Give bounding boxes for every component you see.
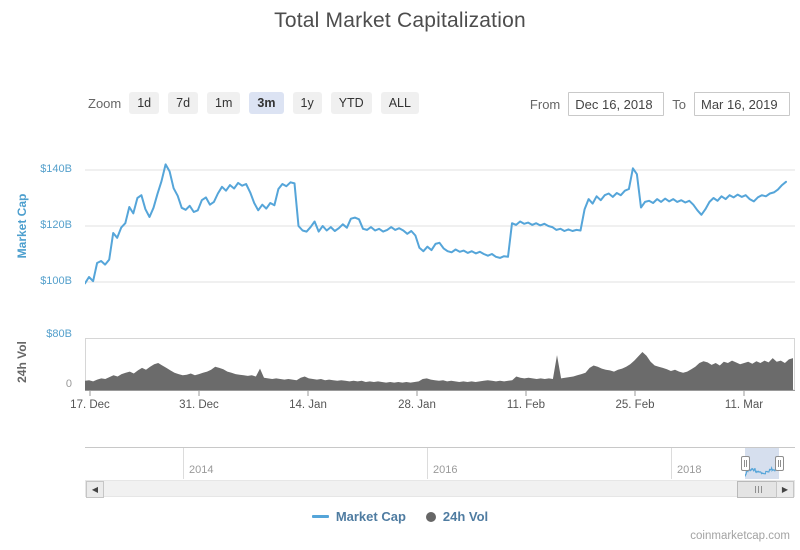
zoom-button-7d[interactable]: 7d [168, 92, 199, 114]
xtick-28-jan: 28. Jan [398, 399, 436, 411]
zoom-label: Zoom [88, 95, 122, 111]
zoom-button-1d[interactable]: 1d [129, 92, 160, 114]
mcap-ytick-140: $140B [40, 163, 72, 175]
navigator-gridline-2014 [183, 448, 184, 479]
legend-label-market-cap: Market Cap [335, 509, 406, 524]
range-navigator[interactable]: 2014 2016 2018 [85, 447, 795, 479]
x-axis-ticks [89, 390, 745, 396]
market-cap-plot-area[interactable] [85, 150, 795, 310]
to-date-input[interactable] [694, 92, 790, 116]
to-label: To [672, 96, 686, 112]
watermark: coinmarketcap.com [690, 530, 790, 542]
volume-dot-swatch-icon [425, 511, 436, 522]
xtick-31-dec: 31. Dec [179, 399, 219, 411]
navigator-right-handle[interactable] [775, 456, 784, 471]
mcap-axis-title: Market Cap [15, 193, 29, 259]
vol-axis-title: 24h Vol [15, 341, 29, 383]
scroll-right-button[interactable]: ▶ [776, 481, 794, 498]
vol-ytick-0: 0 [65, 378, 72, 390]
navigator-mini-series [744, 465, 780, 477]
zoom-button-1m[interactable]: 1m [207, 92, 241, 114]
vol-ytick-80: $80B [46, 328, 72, 340]
mcap-ytick-100: $100B [40, 275, 72, 287]
market-cap-line-series [85, 163, 787, 285]
market-cap-line-swatch-icon [311, 515, 329, 518]
from-label: From [529, 96, 561, 112]
volume-area-series [85, 352, 793, 390]
legend-label-24h-vol: 24h Vol [442, 509, 489, 524]
scrollbar-grip-icon [755, 486, 756, 493]
mcap-ytick-120: $120B [40, 219, 72, 231]
navigator-year-2016: 2016 [433, 464, 458, 476]
scrollbar-thumb[interactable] [737, 481, 780, 498]
date-range-toolbar: From To [522, 92, 790, 116]
zoom-preset-toolbar: Zoom 1d 7d 1m 3m 1y YTD ALL [88, 92, 428, 114]
xtick-17-dec: 17. Dec [70, 399, 110, 411]
legend-item-24h-vol[interactable]: 24h Vol [425, 509, 489, 524]
xtick-11-feb: 11. Feb [506, 399, 546, 411]
xtick-25-feb: 25. Feb [615, 399, 655, 411]
navigator-year-2014: 2014 [189, 464, 214, 476]
chart-legend: Market Cap 24h Vol [0, 509, 800, 524]
xtick-14-jan: 14. Jan [289, 399, 327, 411]
scroll-left-button[interactable]: ◀ [86, 481, 104, 498]
scroll-right-icon: ▶ [781, 484, 789, 494]
volume-plot-area[interactable] [85, 338, 795, 398]
from-date-input[interactable] [568, 92, 665, 116]
xtick-11-mar: 11. Mar [724, 399, 764, 411]
navigator-selected-range[interactable] [744, 448, 780, 479]
zoom-button-1y[interactable]: 1y [292, 92, 322, 114]
chart-scrollbar[interactable]: ◀ ▶ [85, 480, 795, 498]
zoom-button-ytd[interactable]: YTD [330, 92, 372, 114]
legend-item-market-cap[interactable]: Market Cap [311, 509, 406, 524]
navigator-left-handle[interactable] [741, 456, 750, 471]
zoom-button-3m[interactable]: 3m [249, 92, 284, 114]
navigator-year-2018: 2018 [677, 464, 702, 476]
zoom-button-all[interactable]: ALL [380, 92, 419, 114]
navigator-gridline-2016 [427, 448, 428, 479]
navigator-gridline-2018 [671, 448, 672, 479]
scroll-left-icon: ◀ [91, 484, 99, 494]
page-title: Total Market Capitalization [274, 9, 526, 32]
